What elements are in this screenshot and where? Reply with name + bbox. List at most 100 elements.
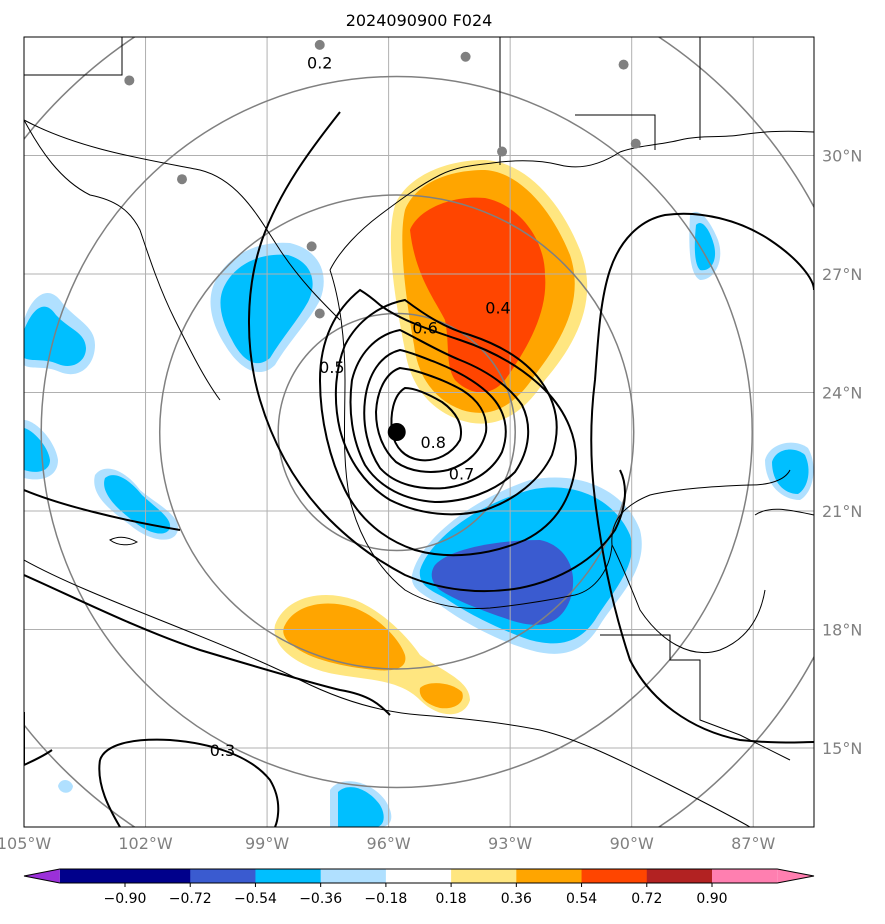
latitude-labels: 30°N 27°N 24°N 21°N 18°N 15°N	[822, 147, 862, 759]
contour-0.6	[334, 298, 558, 516]
colorbar-label: −0.36	[299, 891, 342, 907]
us-gulf-coast	[329, 130, 814, 271]
baja-coast	[24, 119, 221, 401]
contour-label: 0.3	[210, 741, 235, 760]
state-border-3	[575, 114, 656, 150]
negative-anomaly-dark	[431, 540, 574, 625]
pacific-coast	[24, 559, 751, 827]
graticule	[24, 37, 814, 827]
negative-anomaly-coast-inner	[24, 428, 50, 472]
latitude-label: 24°N	[822, 384, 862, 403]
mexico-east-coast	[329, 269, 791, 609]
station-marker	[314, 39, 325, 50]
contour-0.7	[363, 348, 507, 490]
negative-anomaly-south-inner	[338, 787, 384, 827]
station-marker	[460, 51, 471, 62]
contour-0.2	[248, 111, 626, 593]
contour-mid	[24, 489, 181, 531]
longitude-labels: 105°W 102°W 99°W 96°W 93°W 90°W 87°W	[0, 834, 775, 853]
contour-label: 0.5	[319, 358, 344, 377]
range-ring	[40, 75, 753, 789]
negative-anomaly-texas-inner	[220, 254, 313, 364]
range-ring	[277, 312, 516, 552]
colorbar-outline	[23, 868, 815, 884]
contour-label: 0.7	[449, 464, 474, 483]
colorbar-label: −0.54	[234, 891, 277, 907]
contour-0.75	[374, 366, 488, 473]
figure-title: 2024090900 F024	[346, 11, 493, 30]
colorbar-segment	[320, 869, 387, 883]
colorbar-segment	[190, 869, 256, 883]
station-marker	[497, 146, 508, 157]
map-area: 0.2 0.4 0.6 0.5 0.80.7 0.3	[24, 37, 814, 827]
longitude-label: 90°W	[610, 834, 654, 853]
positive-anomaly-red	[410, 197, 546, 393]
longitude-label: 105°W	[0, 834, 51, 853]
longitude-label: 93°W	[488, 834, 532, 853]
station-marker	[177, 174, 187, 185]
us-mexico-border	[24, 119, 341, 321]
contour-0.3	[24, 574, 391, 716]
colorbar-label: −0.90	[104, 891, 147, 907]
contour-0.3-loop	[98, 738, 280, 827]
contour-label: 0.2	[307, 54, 332, 73]
contour-0.4	[590, 212, 814, 744]
contour-0.5	[318, 288, 577, 557]
longitude-label: 87°W	[731, 834, 775, 853]
colorbar-label: 0.18	[436, 891, 467, 907]
latitude-label: 21°N	[822, 502, 862, 521]
probability-contours	[24, 111, 814, 827]
negative-anomaly-gulf-east-inner	[694, 222, 716, 271]
colorbar: −0.90 −0.72 −0.54 −0.36 −0.18 0.18 0.36 0.54 0.7…	[23, 868, 815, 907]
positive-anomaly-pacific-small	[419, 683, 463, 709]
colorbar-label: 0.54	[566, 891, 597, 907]
colorbar-segment	[255, 869, 322, 883]
yucatan-coast	[611, 544, 766, 654]
gulf-island	[109, 536, 139, 546]
station-marker	[124, 75, 135, 86]
negative-anomaly-dot	[58, 780, 73, 793]
anomaly-fills	[24, 160, 814, 827]
range-ring	[158, 194, 635, 670]
station-marker	[630, 138, 641, 149]
colorbar-segment	[125, 869, 191, 883]
latitude-label: 15°N	[822, 739, 862, 758]
colorbar-segment	[712, 869, 778, 883]
longitude-label: 102°W	[118, 834, 173, 853]
state-border-1	[24, 37, 123, 76]
negative-anomaly-yucatan-east-inner	[772, 449, 809, 494]
colorbar-label: 0.36	[501, 891, 532, 907]
colorbar-segment	[516, 869, 583, 883]
latitude-label: 27°N	[822, 265, 862, 284]
colorbar-label: −0.72	[169, 891, 212, 907]
colorbar-over-extend	[777, 869, 814, 883]
range-rings	[24, 37, 814, 827]
colorbar-label: 0.72	[631, 891, 662, 907]
central-america-border	[600, 634, 791, 761]
contour-0.65	[349, 328, 530, 504]
contour-label: 0.8	[420, 433, 445, 452]
negative-anomaly-baja-inner	[104, 475, 171, 534]
colorbar-segment	[385, 869, 452, 883]
station-marker	[306, 241, 317, 252]
colorbar-segment	[451, 869, 517, 883]
storm-center-marker	[387, 423, 406, 441]
colorbar-label: −0.18	[364, 891, 407, 907]
colorbar-segment	[646, 869, 713, 883]
coastlines-borders	[24, 37, 814, 827]
map-frame	[23, 36, 815, 828]
contour-label: 0.6	[412, 318, 437, 337]
colorbar-label: 0.90	[696, 891, 727, 907]
colorbar-segment	[59, 869, 125, 883]
latitude-label: 18°N	[822, 621, 862, 640]
longitude-label: 96°W	[367, 834, 411, 853]
station-markers	[124, 39, 641, 319]
latitude-label: 30°N	[822, 147, 862, 166]
colorbar-under-extend	[24, 869, 60, 883]
station-marker	[314, 308, 325, 319]
longitude-label: 99°W	[245, 834, 289, 853]
contour-labels: 0.2 0.4 0.6 0.5 0.80.7 0.3	[210, 54, 511, 760]
contour-label: 0.4	[485, 299, 510, 318]
station-marker	[618, 59, 629, 70]
